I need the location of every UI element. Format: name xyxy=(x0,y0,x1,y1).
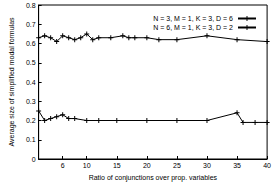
svg-text:0: 0 xyxy=(32,156,36,163)
svg-text:N = 3, M = 1, K = 3, D = 6: N = 3, M = 1, K = 3, D = 6 xyxy=(153,15,233,22)
svg-text:0.1: 0.1 xyxy=(26,136,36,143)
svg-text:30: 30 xyxy=(203,162,211,169)
svg-text:0.7: 0.7 xyxy=(26,21,36,28)
svg-text:0.8: 0.8 xyxy=(26,2,36,9)
svg-text:0.3: 0.3 xyxy=(26,98,36,105)
svg-text:25: 25 xyxy=(173,162,181,169)
svg-text:0.2: 0.2 xyxy=(26,117,36,124)
svg-text:Average size of simplified mod: Average size of simplified modal formula… xyxy=(8,17,16,147)
svg-text:N = 6, M = 1, K = 3, D = 2: N = 6, M = 1, K = 3, D = 2 xyxy=(153,24,233,31)
svg-text:0.6: 0.6 xyxy=(26,40,36,47)
svg-text:0.5: 0.5 xyxy=(26,59,36,66)
svg-text:15: 15 xyxy=(113,162,121,169)
svg-text:Ratio of conjunctions over pro: Ratio of conjunctions over prop. variabl… xyxy=(89,174,218,182)
svg-text:20: 20 xyxy=(143,162,151,169)
svg-text:10: 10 xyxy=(83,162,91,169)
svg-text:35: 35 xyxy=(233,162,241,169)
svg-text:0.4: 0.4 xyxy=(26,79,36,86)
svg-text:6: 6 xyxy=(61,162,65,169)
svg-text:40: 40 xyxy=(263,162,271,169)
